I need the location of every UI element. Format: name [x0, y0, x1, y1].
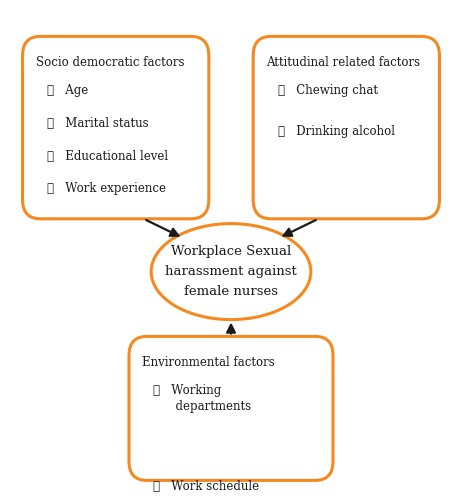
Text: ➤   Marital status: ➤ Marital status — [47, 117, 149, 130]
Text: Attitudinal related factors: Attitudinal related factors — [267, 56, 420, 68]
Text: Socio democratic factors: Socio democratic factors — [36, 56, 184, 68]
Text: ➤   Drinking alcohol: ➤ Drinking alcohol — [278, 125, 395, 138]
FancyBboxPatch shape — [23, 36, 209, 219]
Text: ➤   Work schedule: ➤ Work schedule — [153, 480, 260, 494]
Text: ➤   Educational level: ➤ Educational level — [47, 150, 168, 162]
Ellipse shape — [151, 224, 311, 320]
FancyBboxPatch shape — [253, 36, 439, 219]
Text: ➤   Work experience: ➤ Work experience — [47, 182, 166, 196]
Text: Environmental factors: Environmental factors — [142, 356, 275, 368]
Text: ➤   Chewing chat: ➤ Chewing chat — [278, 84, 377, 98]
Text: ➤   Working
      departments: ➤ Working departments — [153, 384, 251, 414]
Text: Workplace Sexual
harassment against
female nurses: Workplace Sexual harassment against fema… — [165, 245, 297, 298]
Text: ➤   Age: ➤ Age — [47, 84, 88, 98]
FancyBboxPatch shape — [129, 336, 333, 480]
